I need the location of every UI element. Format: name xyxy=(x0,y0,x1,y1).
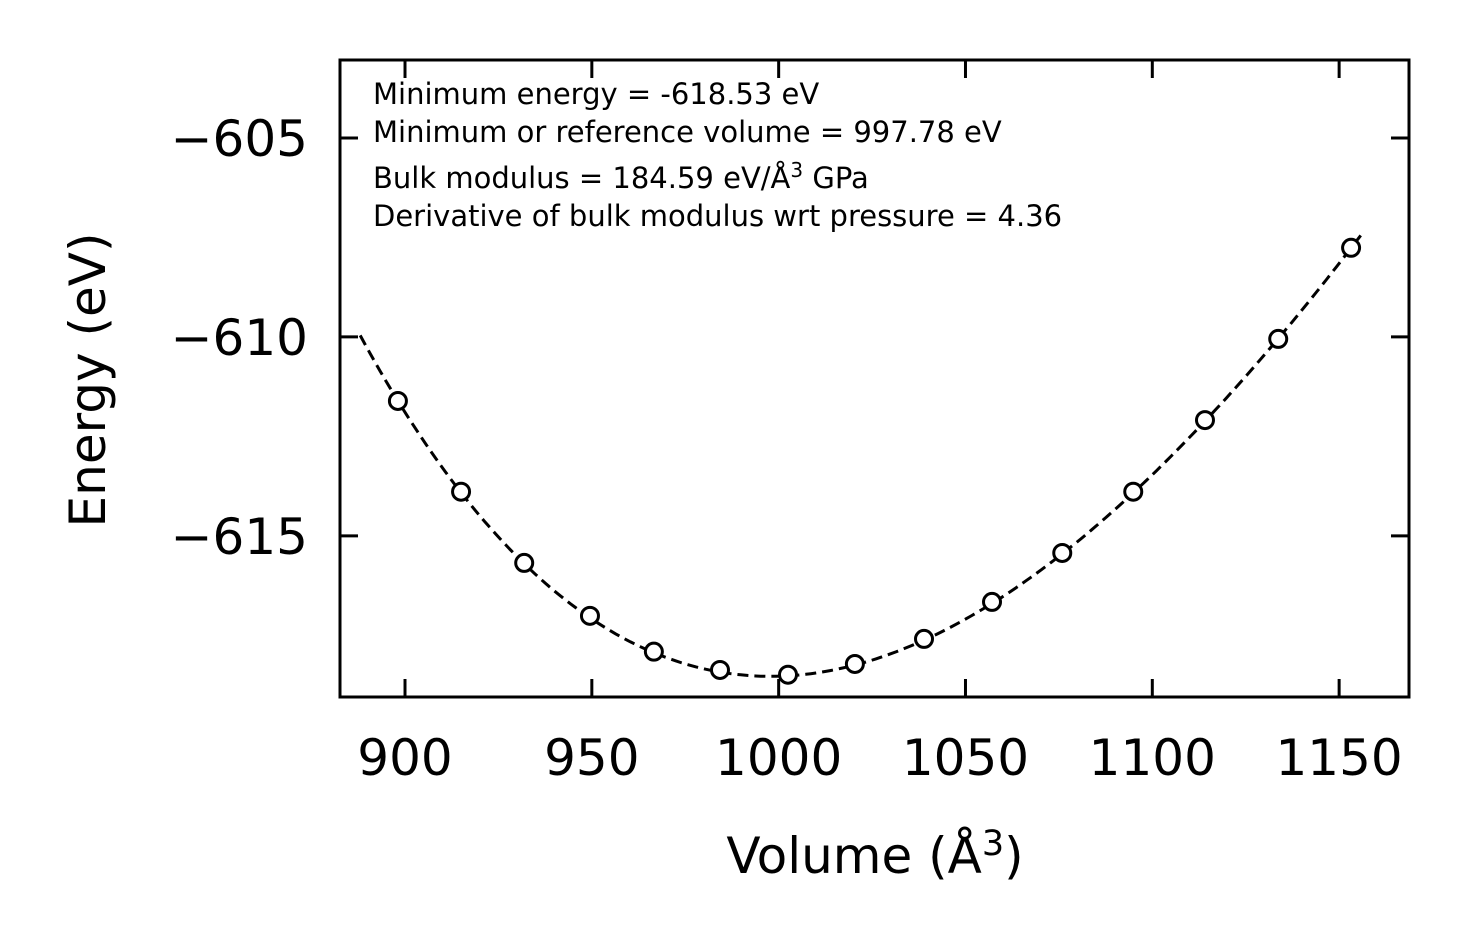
x-axis-label: Volume (Å3) xyxy=(726,824,1023,885)
data-point xyxy=(1194,410,1215,431)
data-point xyxy=(579,605,600,626)
y-tick-label: −605 xyxy=(171,110,308,168)
data-point xyxy=(844,653,865,674)
annotation-min-volume: Minimum or reference volume = 997.78 eV xyxy=(373,115,1002,149)
x-axis-label-sup: 3 xyxy=(982,824,1004,864)
data-point xyxy=(1341,237,1362,258)
data-point xyxy=(387,390,408,411)
y-tick-label: −610 xyxy=(171,309,308,367)
data-point xyxy=(451,481,472,502)
annotation-bulk-modulus-sup: 3 xyxy=(790,158,803,182)
annotation-min-energy: Minimum energy = -618.53 eV xyxy=(373,77,819,111)
data-point xyxy=(914,628,935,649)
data-point xyxy=(1052,542,1073,563)
ticks-layer: 900 950 1000 1050 1100 1150 −605 −610 −615 xyxy=(171,60,1409,787)
annotation-bulk-modulus-derivative: Derivative of bulk modulus wrt pressure … xyxy=(373,199,1062,233)
x-axis-label-end: ) xyxy=(1004,827,1024,885)
y-tick-label: −615 xyxy=(171,508,308,566)
data-point xyxy=(643,641,664,662)
x-tick-label: 900 xyxy=(357,729,452,787)
annotation-bulk-modulus: Bulk modulus = 184.59 eV/Å3 GPa xyxy=(373,158,869,195)
fit-curve xyxy=(358,233,1363,678)
data-point xyxy=(982,591,1003,612)
data-point xyxy=(1268,328,1289,349)
y-axis-label: Energy (eV) xyxy=(59,233,117,528)
x-tick-label: 1000 xyxy=(715,729,842,787)
data-point xyxy=(1123,481,1144,502)
plot-frame xyxy=(338,58,1411,699)
data-point xyxy=(709,659,730,680)
x-tick-label: 1150 xyxy=(1276,729,1403,787)
data-point xyxy=(778,664,799,685)
x-tick-label: 950 xyxy=(544,729,639,787)
x-axis-label-text: Volume (Å xyxy=(726,827,982,885)
fit-curve-layer xyxy=(358,233,1363,678)
data-point xyxy=(514,552,535,573)
data-points-layer xyxy=(387,237,1362,685)
x-tick-label: 1100 xyxy=(1089,729,1216,787)
annotation-bulk-modulus-unit: GPa xyxy=(803,161,869,195)
annotation-bulk-modulus-text: Bulk modulus = 184.59 eV/Å xyxy=(373,161,791,195)
x-tick-label: 1050 xyxy=(902,729,1029,787)
